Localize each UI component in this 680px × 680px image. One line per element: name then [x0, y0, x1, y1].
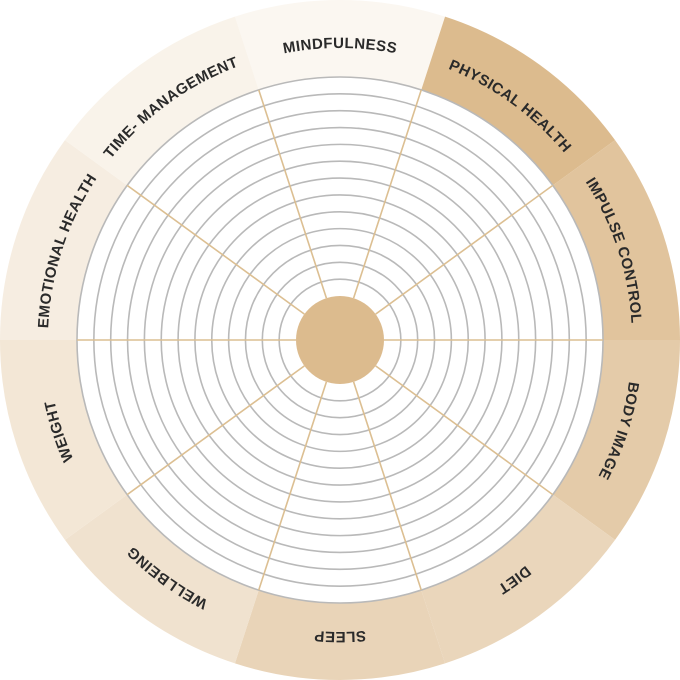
center-hub — [296, 296, 384, 384]
segment-dividers — [77, 89, 603, 591]
segment-divider — [352, 381, 423, 591]
segment-divider — [257, 89, 328, 299]
segment-divider — [352, 89, 423, 299]
segment-divider — [375, 184, 554, 315]
segment-label: MINDFULNESS — [282, 35, 399, 57]
segment-divider — [126, 365, 305, 496]
segment-divider — [257, 381, 328, 591]
segment-label: SLEEP — [314, 627, 367, 645]
segment-divider — [126, 184, 305, 315]
segment-divider — [375, 365, 554, 496]
